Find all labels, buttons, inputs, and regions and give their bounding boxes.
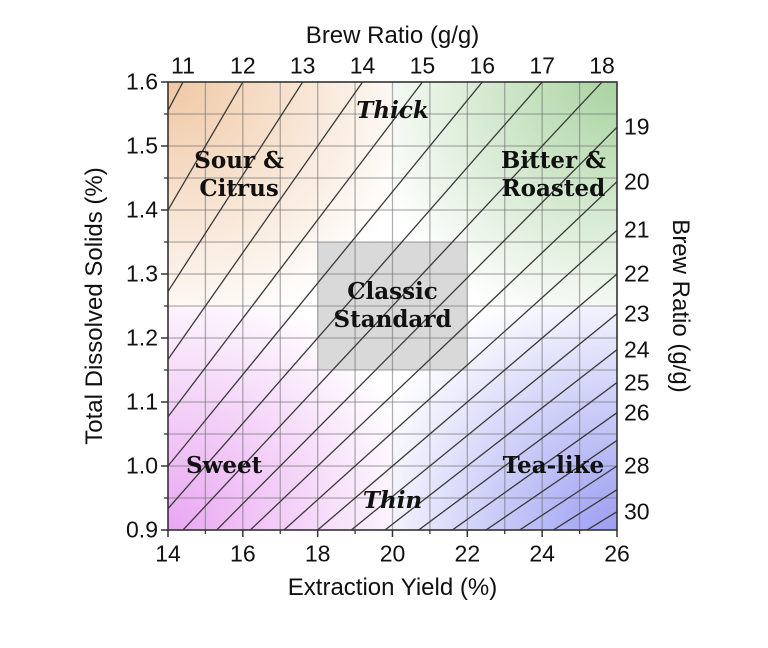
y-tick-label: 1.4 — [126, 196, 158, 223]
top-ratio-tick-label: 11 — [171, 52, 195, 79]
top-ratio-tick-label: 17 — [529, 52, 555, 79]
right-ratio-tick-label: 21 — [624, 216, 650, 243]
y-tick-label: 1.6 — [126, 68, 158, 95]
right-ratio-tick-label: 20 — [624, 168, 650, 195]
right-ratio-tick-label: 30 — [624, 498, 650, 525]
region-label-thin: Thin — [362, 487, 423, 515]
top-ratio-tick-label: 12 — [230, 52, 256, 79]
top-ratio-tick-label: 18 — [589, 52, 615, 79]
right-ratio-tick-label: 25 — [624, 369, 650, 396]
right-ratio-tick-label: 24 — [624, 336, 650, 363]
right-ratio-tick-label: 26 — [624, 399, 650, 426]
brew-ratio-lines — [168, 82, 617, 530]
x-axis-title: Extraction Yield (%) — [287, 574, 498, 601]
x-tick-label: 20 — [379, 540, 406, 567]
y-tick-label: 1.3 — [126, 260, 158, 287]
y-tick-label: 1.2 — [126, 324, 158, 351]
right-ratio-tick-label: 19 — [624, 113, 650, 140]
right-ratio-tick-label: 23 — [624, 300, 650, 327]
y-tick-label: 1.0 — [126, 452, 158, 479]
top-ratio-tick-label: 16 — [469, 52, 496, 79]
region-label-thick: Thick — [356, 96, 429, 124]
region-label-bitter-roasted: Bitter & Roasted — [500, 146, 606, 202]
x-tick-label: 22 — [454, 540, 481, 567]
x-tick-label: 26 — [604, 540, 630, 567]
top-ratio-tick-label: 13 — [289, 52, 316, 79]
region-label-sour-citrus: Sour & Citrus — [194, 146, 284, 202]
right-ratio-tick-label: 28 — [624, 452, 650, 479]
x-tick-label: 16 — [230, 540, 256, 567]
top-ratio-tick-label: 14 — [349, 52, 376, 79]
y-tick-label: 1.1 — [126, 388, 158, 415]
region-label-sweet: Sweet — [185, 452, 263, 479]
y-tick-label: 0.9 — [126, 516, 158, 543]
y-tick-label: 1.5 — [126, 132, 158, 159]
region-label-classic-standard: Classic Standard — [333, 278, 452, 333]
right-axis-title: Brew Ratio (g/g) — [667, 219, 694, 393]
right-ratio-tick-label: 22 — [624, 260, 650, 287]
y-axis-title: Total Dissolved Solids (%) — [81, 167, 108, 445]
top-axis-title: Brew Ratio (g/g) — [305, 22, 480, 49]
top-ratio-tick-label: 15 — [409, 52, 436, 79]
x-tick-label: 24 — [529, 540, 555, 567]
x-tick-label: 18 — [304, 540, 331, 567]
region-label-tea-like: Tea-like — [502, 452, 605, 479]
x-tick-label: 14 — [155, 540, 181, 567]
